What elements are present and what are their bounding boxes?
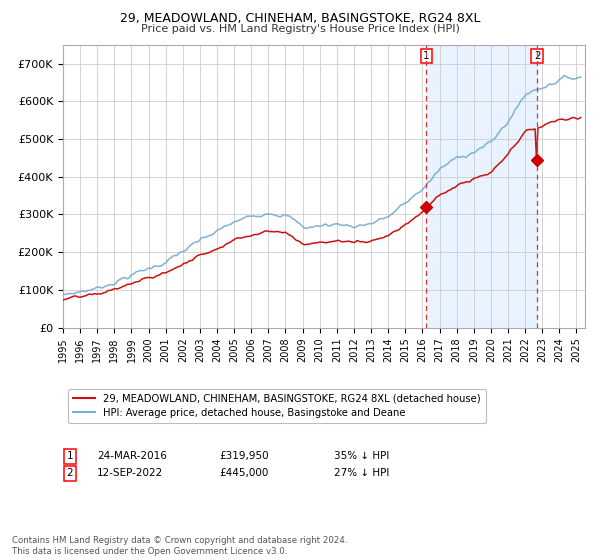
Text: 27% ↓ HPI: 27% ↓ HPI [334, 468, 390, 478]
Text: 1: 1 [67, 451, 73, 461]
Text: Price paid vs. HM Land Registry's House Price Index (HPI): Price paid vs. HM Land Registry's House … [140, 24, 460, 34]
Text: Contains HM Land Registry data © Crown copyright and database right 2024.
This d: Contains HM Land Registry data © Crown c… [12, 536, 347, 556]
Text: 35% ↓ HPI: 35% ↓ HPI [334, 451, 390, 461]
Text: 29, MEADOWLAND, CHINEHAM, BASINGSTOKE, RG24 8XL: 29, MEADOWLAND, CHINEHAM, BASINGSTOKE, R… [120, 12, 480, 25]
Legend: 29, MEADOWLAND, CHINEHAM, BASINGSTOKE, RG24 8XL (detached house), HPI: Average p: 29, MEADOWLAND, CHINEHAM, BASINGSTOKE, R… [68, 389, 485, 423]
Text: 1: 1 [423, 51, 430, 61]
Text: 2: 2 [67, 468, 73, 478]
Text: 2: 2 [534, 51, 541, 61]
Text: £445,000: £445,000 [220, 468, 269, 478]
Bar [426, 45, 537, 328]
Text: £319,950: £319,950 [220, 451, 269, 461]
Text: 12-SEP-2022: 12-SEP-2022 [97, 468, 163, 478]
Text: 24-MAR-2016: 24-MAR-2016 [97, 451, 167, 461]
